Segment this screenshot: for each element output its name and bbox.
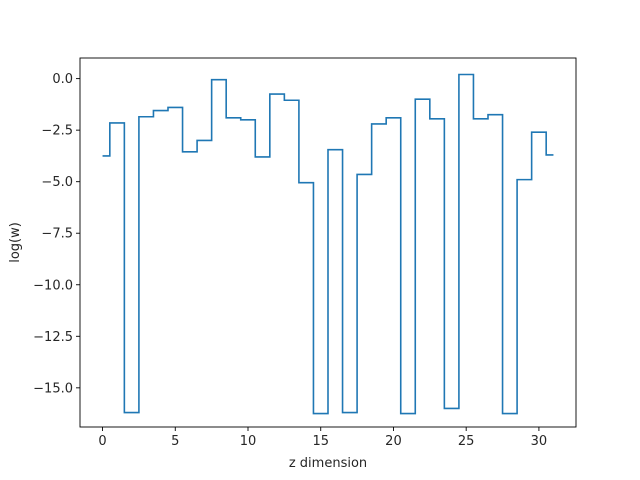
y-tick-label: −12.5 <box>33 330 73 345</box>
axes: 0 5 10 15 20 25 30 0.0 −2.5 −5.0 −7.5 −10.0 −12.5 −15… <box>33 57 577 449</box>
y-tick-label: −7.5 <box>41 227 73 242</box>
x-tick-label: 30 <box>531 434 548 449</box>
x-tick-label: 0 <box>98 434 106 449</box>
series-line-0 <box>102 73 554 415</box>
x-tick-label: 5 <box>171 434 179 449</box>
x-axis-label: z dimension <box>289 456 367 471</box>
y-tick-label: −10.0 <box>33 278 73 293</box>
y-tick-label: 0.0 <box>52 72 73 87</box>
y-tick-label: −15.0 <box>33 381 73 396</box>
plot-frame <box>79 57 577 428</box>
y-axis-label: log(w) <box>8 222 23 263</box>
y-tick-label: −2.5 <box>41 124 73 139</box>
y-tick-label: −5.0 <box>41 175 73 190</box>
x-tick-label: 25 <box>458 434 475 449</box>
x-tick-label: 15 <box>312 434 329 449</box>
x-tick-label: 10 <box>240 434 257 449</box>
plot-area <box>102 73 554 415</box>
x-tick-label: 20 <box>385 434 402 449</box>
